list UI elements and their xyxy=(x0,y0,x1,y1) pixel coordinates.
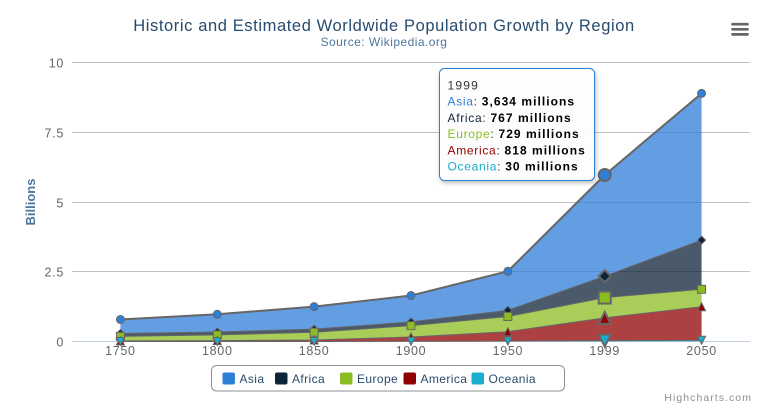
svg-text:Africa: 767 millions: Africa: 767 millions xyxy=(448,111,572,125)
svg-text:Asia: 3,634 millions: Asia: 3,634 millions xyxy=(448,95,576,109)
svg-text:Europe: 729 millions: Europe: 729 millions xyxy=(448,127,580,141)
svg-text:10: 10 xyxy=(49,56,64,70)
svg-text:1800: 1800 xyxy=(202,344,233,358)
svg-text:0: 0 xyxy=(56,335,64,349)
svg-text:America: America xyxy=(421,372,468,386)
svg-text:1999: 1999 xyxy=(448,79,480,93)
svg-text:Highcharts.com: Highcharts.com xyxy=(664,392,752,404)
svg-text:Asia: Asia xyxy=(240,372,265,386)
svg-text:1850: 1850 xyxy=(299,344,330,358)
svg-text:5: 5 xyxy=(56,196,64,210)
svg-text:America: 818 millions: America: 818 millions xyxy=(448,143,586,157)
svg-text:Africa: Africa xyxy=(292,372,325,386)
svg-text:7.5: 7.5 xyxy=(45,126,64,140)
svg-text:1750: 1750 xyxy=(105,344,136,358)
svg-text:1900: 1900 xyxy=(396,344,427,358)
svg-text:1950: 1950 xyxy=(493,344,524,358)
svg-text:Billions: Billions xyxy=(23,179,38,226)
svg-text:Source: Wikipedia.org: Source: Wikipedia.org xyxy=(321,35,448,49)
svg-text:2050: 2050 xyxy=(686,344,717,358)
svg-text:Oceania: Oceania xyxy=(489,372,537,386)
svg-text:Oceania: 30 millions: Oceania: 30 millions xyxy=(448,160,579,174)
svg-text:Historic and Estimated Worldwi: Historic and Estimated Worldwide Populat… xyxy=(133,17,635,35)
svg-text:Europe: Europe xyxy=(357,372,398,386)
svg-text:2.5: 2.5 xyxy=(45,265,64,279)
svg-text:1999: 1999 xyxy=(589,344,620,358)
